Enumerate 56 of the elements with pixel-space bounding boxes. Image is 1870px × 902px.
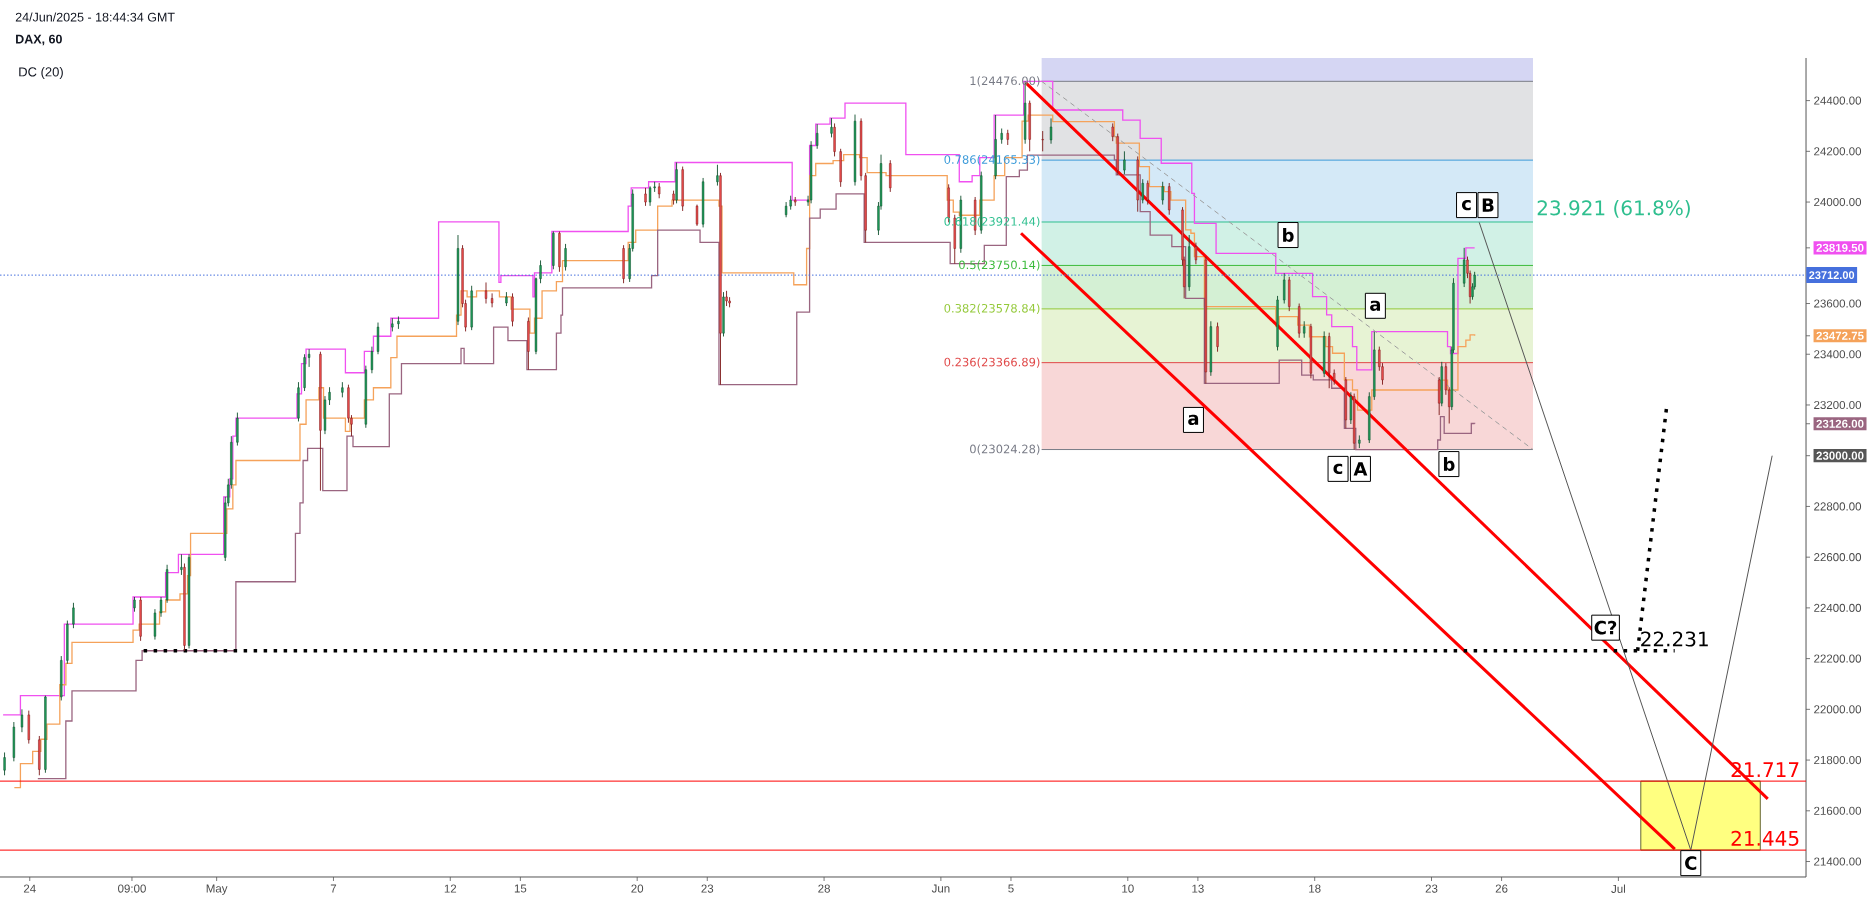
- series-label: 0.236(23366.89): [944, 357, 1040, 368]
- x-tick-label: Jul: [1611, 884, 1625, 893]
- ref-line-label: 23712.00: [1809, 271, 1855, 280]
- y-tick-label: 24000.00: [1814, 197, 1862, 207]
- series-label: 0.382(23578.84): [944, 303, 1040, 314]
- y-tick-label: 22000.00: [1814, 705, 1862, 714]
- x-tick-label: 23: [1425, 884, 1438, 893]
- y-tick-label: 22400.00: [1814, 603, 1862, 612]
- annotation: C: [1685, 856, 1697, 870]
- x-tick-label: 18: [1309, 884, 1321, 893]
- y-tick-label: 23819.50: [1816, 243, 1864, 252]
- annotation: B: [1482, 198, 1494, 212]
- annotation: A: [1353, 462, 1368, 476]
- annotation: c: [1461, 199, 1471, 211]
- chart-title: DAX, 60: [16, 34, 62, 46]
- annotation: a: [1370, 300, 1381, 311]
- annotation: DC (20): [19, 66, 63, 80]
- x-tick-label: 24: [23, 884, 36, 893]
- x-tick-label: 12: [444, 884, 457, 893]
- y-tick-label: 22800.00: [1814, 502, 1862, 511]
- y-tick-label: 24200.00: [1814, 147, 1862, 156]
- annotation: c: [1333, 463, 1343, 475]
- y-tick-label: 21800.00: [1814, 756, 1862, 765]
- series-label: 1(24476.00): [970, 76, 1040, 87]
- y-tick-label: 23600.00: [1814, 299, 1862, 308]
- series-label: 0.5(23750.14): [959, 260, 1040, 271]
- x-tick-label: 7: [330, 884, 337, 893]
- x-tick-label: 15: [514, 884, 527, 893]
- y-tick-label: 22200.00: [1814, 654, 1862, 663]
- annotation: C?: [1594, 620, 1617, 635]
- x-tick-label: 28: [818, 884, 830, 893]
- y-tick-label: 23126.00: [1816, 419, 1864, 428]
- annotation: 22.231: [1641, 631, 1708, 647]
- x-tick-label: 20: [631, 884, 644, 893]
- y-tick-label: 23472.75: [1816, 331, 1864, 340]
- annotation: b: [1443, 457, 1455, 472]
- x-tick-label: 10: [1122, 884, 1134, 893]
- text: 24/Jun/2025 - 18:44:34 GMT: [15, 12, 175, 22]
- y-tick-label: 21600.00: [1814, 806, 1862, 815]
- y-tick-label: 22600.00: [1814, 553, 1862, 562]
- annotation: a: [1188, 414, 1199, 426]
- y-tick-label: 24400.00: [1814, 96, 1862, 105]
- y-tick-label: 23000.00: [1816, 451, 1864, 460]
- x-tick-label: 5: [1008, 884, 1014, 893]
- x-tick-label: 23: [701, 884, 714, 893]
- x-tick-label: 26: [1495, 884, 1508, 893]
- x-tick-label: Jun: [931, 884, 950, 893]
- x-tick-label: May: [206, 884, 228, 895]
- x-tick-label: 13: [1192, 884, 1204, 893]
- series-label: 0(23024.28): [970, 444, 1040, 455]
- annotation: b: [1283, 228, 1294, 242]
- x-tick-label: 09:00: [118, 884, 146, 893]
- y-tick-label: 21400.00: [1814, 857, 1862, 866]
- y-tick-label: 23200.00: [1814, 400, 1862, 410]
- y-tick-label: 23400.00: [1814, 350, 1862, 359]
- annotation: 23.921 (61.8%): [1537, 199, 1690, 218]
